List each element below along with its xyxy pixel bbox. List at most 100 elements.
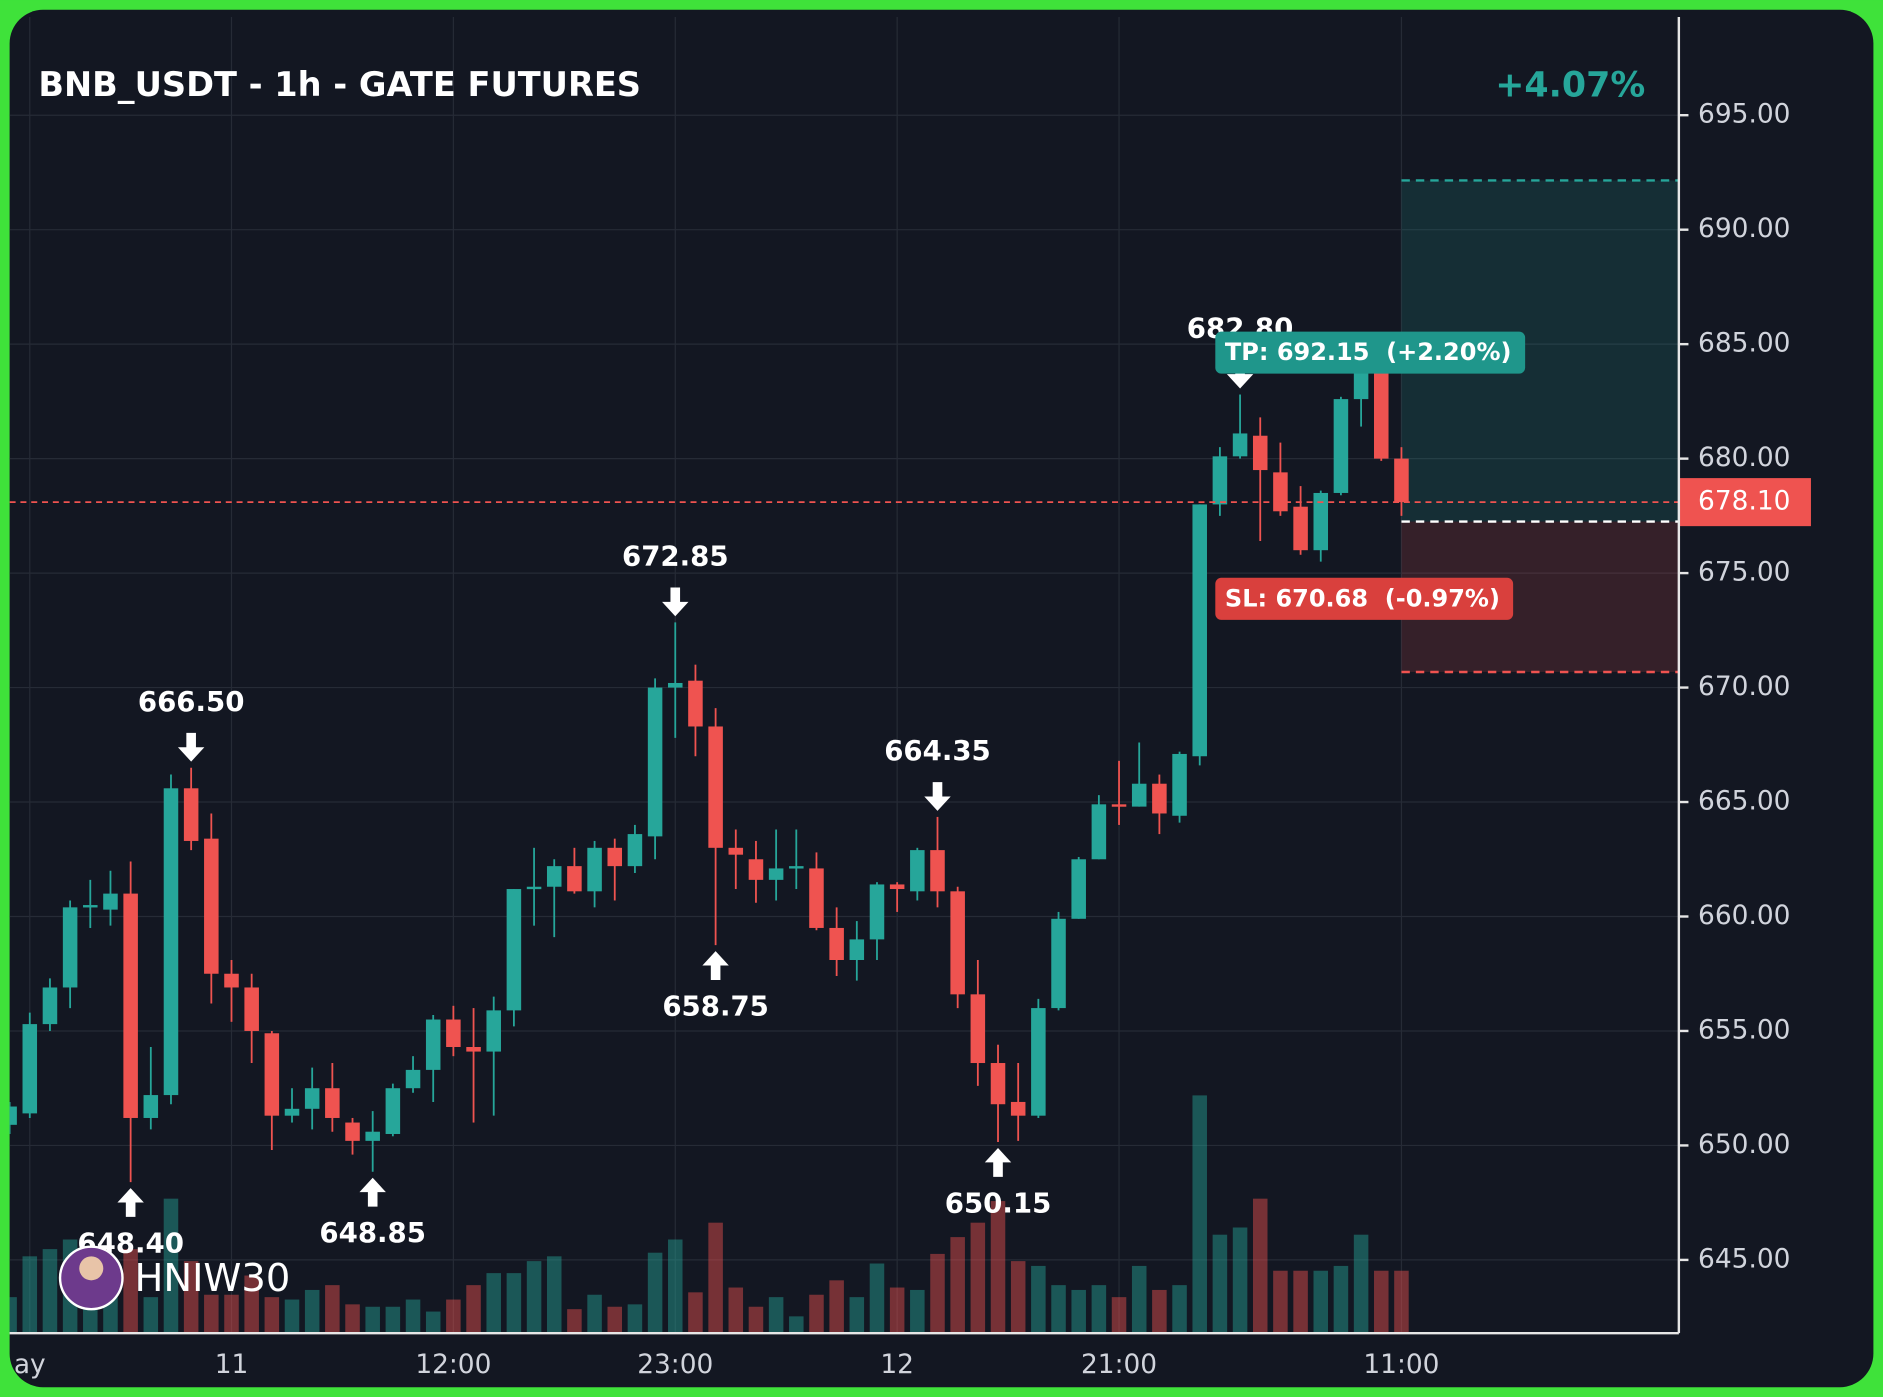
candle-body [789,866,804,869]
volume-bar [567,1309,582,1334]
candle-body [889,884,905,890]
volume-bar [1273,1270,1288,1334]
y-tick-label: 675.00 [1698,557,1790,588]
volume-bar [22,1256,38,1334]
candle-body [1394,458,1409,503]
volume-bar [526,1261,542,1334]
change-label: +4.07% [1495,66,1645,106]
candle-body [244,987,259,1031]
volume-bar [1374,1270,1389,1334]
volume-bar [325,1285,340,1334]
volume-bar [224,1294,239,1334]
x-tick-label: 11 [215,1349,249,1380]
volume-bar [910,1289,925,1334]
last-price-box [1678,478,1811,527]
volume-bar [970,1222,986,1334]
candle-body [405,1069,421,1089]
peak-arrow [924,782,951,811]
candle-body [1333,399,1349,493]
y-tick-label: 690.00 [1698,213,1790,244]
candle-body [1232,433,1248,457]
candle-body [1313,492,1329,551]
candle-body [22,1024,38,1114]
volume-bar [486,1273,501,1334]
trough-arrow [117,1188,144,1217]
y-tick-label: 685.00 [1698,328,1790,359]
candle-body [9,1106,17,1125]
candle-body [103,893,118,910]
candle-body [264,1033,280,1116]
y-tick-label: 680.00 [1698,442,1790,473]
candle-body [1273,472,1288,512]
x-tick-label: 12:00 [415,1349,491,1380]
candle-body [829,927,844,961]
y-tick-label: 665.00 [1698,786,1790,817]
y-tick-label: 660.00 [1698,900,1790,931]
volume-bar [143,1297,159,1334]
x-tick-label: 23:00 [637,1349,713,1380]
candle-body [506,889,522,1011]
candle-body [163,788,179,1096]
volume-bar [768,1297,784,1334]
y-tick-label: 695.00 [1698,99,1790,130]
candle-body [1071,859,1086,919]
candle-body [708,726,723,848]
x-tick-label: 12 [880,1349,914,1380]
watermark: HNIW30 [135,1256,291,1301]
volume-bar [668,1239,683,1334]
candle-body [1152,783,1167,814]
candle-body [62,907,78,988]
volume-bar [1353,1234,1369,1334]
volume-bar [1152,1289,1167,1334]
volume-bar [1031,1265,1046,1334]
volume-bar [9,1297,17,1334]
candle-body [345,1122,360,1141]
volume-bar [446,1299,461,1334]
candle-body [587,847,602,892]
volume-bar [425,1311,441,1334]
sl-label: SL: 670.68 (-0.97%) [1225,584,1500,612]
candle-body [869,884,885,940]
candle-body [224,973,239,988]
peak-label: 664.35 [884,734,991,767]
volume-bar [1293,1270,1308,1334]
peak-label: 672.85 [622,539,729,572]
volume-bar [1232,1227,1248,1334]
volume-bar [728,1287,744,1334]
candle-body [1212,456,1228,505]
volume-bar [304,1289,320,1334]
y-tick-label: 670.00 [1698,671,1790,702]
peak-arrow [662,587,689,617]
candle-body [1111,804,1127,807]
sl-box [1215,577,1514,620]
volume-bar [849,1297,865,1334]
volume-bar [385,1306,401,1334]
candle-body [607,847,623,867]
volume-bar [365,1306,380,1334]
volume-bar [647,1252,663,1334]
volume-bar [1071,1289,1086,1334]
volume-bar [1252,1198,1268,1334]
candle-body [768,868,784,880]
volume-bar [466,1285,481,1334]
candle-body [910,850,925,892]
candle-body [809,868,824,928]
x-tick-label: ay [14,1349,46,1380]
candle-body [42,987,58,1025]
volume-bar [1111,1297,1127,1334]
candle-body [1091,804,1107,860]
volume-bar [163,1198,179,1334]
candle-body [1252,435,1268,471]
tp-label: TP: 692.15 (+2.20%) [1225,338,1512,366]
candle-body [526,886,542,890]
candle-body [990,1063,1006,1105]
volume-bar [1313,1270,1329,1334]
candle-body [627,834,643,867]
volume-bar [1333,1265,1349,1334]
volume-bar [42,1249,58,1334]
peak-label: 666.50 [138,685,245,718]
candle-body [1051,918,1066,1009]
candle-body [123,893,138,1118]
volume-bar [708,1222,723,1334]
